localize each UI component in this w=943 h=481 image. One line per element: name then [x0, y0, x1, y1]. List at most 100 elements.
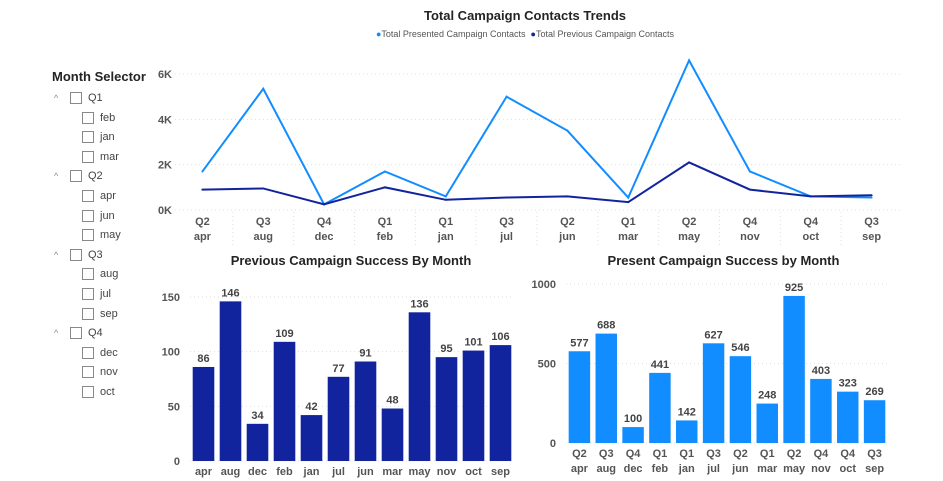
- slicer-group-Q2[interactable]: ^ Q2: [54, 168, 103, 184]
- x-tick-month: apr: [571, 463, 589, 475]
- line-point: [262, 187, 265, 190]
- slicer-item-sep[interactable]: sep: [82, 306, 118, 322]
- x-tick-label: apr: [195, 466, 213, 478]
- line-point: [444, 195, 447, 198]
- line-point: [688, 59, 691, 62]
- checkbox[interactable]: [70, 92, 82, 104]
- x-tick-label: aug: [221, 466, 241, 478]
- x-tick-quarter: Q1: [378, 216, 393, 228]
- x-tick-month: sep: [862, 231, 881, 243]
- checkbox[interactable]: [82, 111, 94, 124]
- bar: [219, 301, 242, 461]
- slicer-item-label: nov: [100, 366, 118, 379]
- slicer-item-nov[interactable]: nov: [82, 364, 118, 380]
- x-tick-month: apr: [194, 231, 212, 243]
- checkbox[interactable]: [82, 190, 94, 202]
- slicer-item-oct[interactable]: oct: [82, 384, 115, 400]
- line-series-previous: [202, 161, 872, 206]
- x-tick-month: feb: [377, 231, 394, 243]
- collapse-chevron-icon[interactable]: ^: [54, 249, 59, 260]
- checkbox[interactable]: [82, 229, 94, 242]
- data-label: 86: [197, 353, 209, 365]
- data-label: 101: [464, 337, 482, 349]
- x-tick-quarter: Q2: [787, 448, 802, 460]
- slicer-group-Q1[interactable]: ^ Q1: [54, 90, 103, 106]
- bar: [300, 415, 323, 461]
- slicer-item-jan[interactable]: jan: [82, 129, 115, 145]
- x-tick-month: aug: [253, 231, 273, 243]
- data-label: 34: [251, 410, 264, 422]
- slicer-item-label: jan: [100, 131, 115, 144]
- x-tick-quarter: Q1: [438, 216, 453, 228]
- slicer-item-label: oct: [100, 386, 115, 398]
- slicer-item-feb[interactable]: feb: [82, 110, 115, 126]
- x-tick-month: aug: [596, 463, 616, 475]
- collapse-chevron-icon[interactable]: ^: [54, 171, 59, 182]
- checkbox[interactable]: [82, 386, 94, 398]
- collapse-chevron-icon[interactable]: ^: [54, 93, 59, 103]
- slicer-item-jun[interactable]: jun: [82, 208, 115, 224]
- x-tick-quarter: Q2: [195, 216, 210, 228]
- slicer-item-dec[interactable]: dec: [82, 345, 118, 361]
- slicer-group-Q4[interactable]: ^ Q4: [54, 325, 103, 341]
- checkbox[interactable]: [70, 327, 82, 340]
- slicer-item-aug[interactable]: aug: [82, 266, 118, 282]
- y-tick-label: 4K: [158, 114, 172, 126]
- checkbox[interactable]: [82, 150, 94, 163]
- x-tick-quarter: Q1: [653, 448, 668, 460]
- data-label: 577: [570, 337, 588, 349]
- line-chart-legend: ●Total Presented Campaign Contacts ●Tota…: [175, 29, 875, 39]
- line-point: [383, 170, 386, 173]
- line-point: [870, 194, 873, 197]
- x-tick-month: may: [678, 231, 701, 243]
- bar: [489, 345, 512, 461]
- line-point: [505, 95, 508, 98]
- line-point: [566, 129, 569, 132]
- present-bar-title: Present Campaign Success by Month: [607, 253, 840, 268]
- legend-previous-marker: ●: [530, 29, 536, 39]
- bar: [810, 378, 832, 443]
- checkbox[interactable]: [82, 366, 94, 379]
- data-label: 106: [491, 331, 509, 343]
- bar: [462, 350, 485, 461]
- x-tick-quarter: Q2: [733, 448, 748, 460]
- slicer-item-apr[interactable]: apr: [82, 188, 116, 204]
- checkbox[interactable]: [82, 131, 94, 144]
- checkbox[interactable]: [82, 346, 94, 359]
- x-tick-month: dec: [624, 463, 643, 475]
- line-point: [323, 203, 326, 206]
- slicer-item-jul[interactable]: jul: [82, 286, 111, 302]
- checkbox[interactable]: [82, 268, 94, 281]
- slicer-item-may[interactable]: may: [82, 227, 121, 243]
- data-label: 100: [624, 413, 642, 425]
- collapse-chevron-icon[interactable]: ^: [54, 328, 59, 339]
- x-tick-quarter: Q1: [621, 216, 636, 228]
- x-tick-month: mar: [618, 231, 639, 243]
- checkbox[interactable]: [82, 288, 94, 300]
- checkbox[interactable]: [70, 248, 82, 261]
- x-tick-quarter: Q3: [499, 216, 514, 228]
- y-tick-label: 100: [162, 347, 180, 359]
- x-tick-month: oct: [803, 231, 820, 243]
- legend-presented: Total Presented Campaign Contacts: [381, 29, 526, 39]
- x-tick-month: jan: [437, 231, 454, 243]
- slicer-group-Q3[interactable]: ^ Q3: [54, 247, 103, 263]
- checkbox[interactable]: [82, 209, 94, 222]
- x-tick-quarter: Q2: [682, 216, 697, 228]
- previous-bar-title: Previous Campaign Success By Month: [230, 253, 472, 268]
- slicer-item-mar[interactable]: mar: [82, 149, 119, 165]
- x-tick-quarter: Q3: [599, 448, 614, 460]
- checkbox[interactable]: [82, 307, 94, 320]
- x-tick-label: nov: [437, 466, 457, 478]
- x-tick-label: may: [408, 466, 431, 478]
- data-label: 323: [839, 378, 857, 390]
- data-label: 248: [758, 390, 776, 402]
- x-tick-quarter: Q4: [317, 216, 333, 228]
- data-label: 109: [275, 328, 293, 340]
- x-tick-label: jul: [331, 466, 345, 478]
- checkbox[interactable]: [70, 170, 82, 183]
- bar: [622, 427, 644, 443]
- x-tick-month: sep: [865, 463, 884, 475]
- slicer-item-label: jul: [100, 288, 112, 300]
